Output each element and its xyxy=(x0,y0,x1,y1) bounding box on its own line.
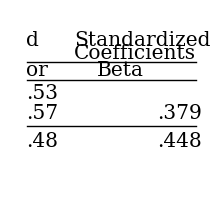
Text: d: d xyxy=(26,31,39,49)
Text: .53: .53 xyxy=(26,84,58,103)
Text: .48: .48 xyxy=(26,132,58,151)
Text: .57: .57 xyxy=(26,104,58,123)
Text: Coefficients: Coefficients xyxy=(74,44,196,63)
Text: or: or xyxy=(26,61,48,80)
Text: .379: .379 xyxy=(157,104,202,123)
Text: .448: .448 xyxy=(157,132,202,151)
Text: Standardized: Standardized xyxy=(74,31,210,49)
Text: Beta: Beta xyxy=(97,61,144,80)
